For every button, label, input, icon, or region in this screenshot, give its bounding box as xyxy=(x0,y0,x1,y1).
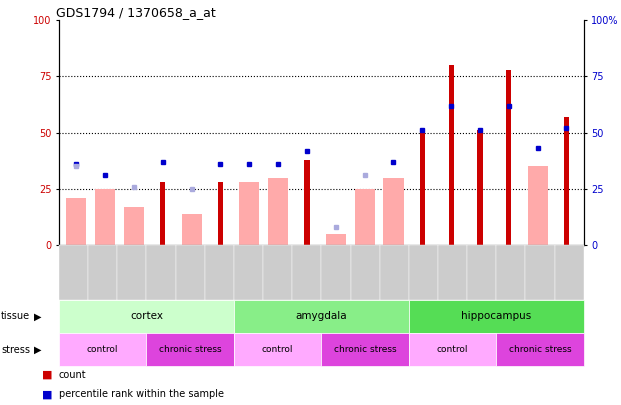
Bar xyxy=(124,207,144,245)
Bar xyxy=(95,189,116,245)
Text: control: control xyxy=(437,345,468,354)
Text: count: count xyxy=(59,370,86,380)
Bar xyxy=(218,182,223,245)
Bar xyxy=(325,234,346,245)
Text: ▶: ▶ xyxy=(34,311,41,321)
Bar xyxy=(420,130,425,245)
Bar xyxy=(66,198,86,245)
Text: control: control xyxy=(87,345,119,354)
Text: hippocampus: hippocampus xyxy=(461,311,532,321)
Text: control: control xyxy=(262,345,293,354)
Text: ▶: ▶ xyxy=(34,345,41,354)
Text: chronic stress: chronic stress xyxy=(159,345,222,354)
Text: chronic stress: chronic stress xyxy=(333,345,396,354)
Bar xyxy=(355,189,374,245)
Bar xyxy=(160,182,165,245)
Bar xyxy=(304,160,309,245)
Text: amygdala: amygdala xyxy=(296,311,347,321)
Bar xyxy=(478,130,483,245)
Bar xyxy=(181,213,202,245)
Bar xyxy=(448,65,454,245)
Bar xyxy=(527,166,548,245)
Bar xyxy=(268,177,288,245)
Text: ■: ■ xyxy=(42,390,53,399)
Bar xyxy=(383,177,404,245)
Text: GDS1794 / 1370658_a_at: GDS1794 / 1370658_a_at xyxy=(57,6,216,19)
Text: ■: ■ xyxy=(42,370,53,380)
Bar xyxy=(564,117,569,245)
Text: cortex: cortex xyxy=(130,311,163,321)
Text: tissue: tissue xyxy=(1,311,30,321)
Bar xyxy=(239,182,260,245)
Bar xyxy=(506,70,511,245)
Text: percentile rank within the sample: percentile rank within the sample xyxy=(59,390,224,399)
Text: chronic stress: chronic stress xyxy=(509,345,571,354)
Text: stress: stress xyxy=(1,345,30,354)
